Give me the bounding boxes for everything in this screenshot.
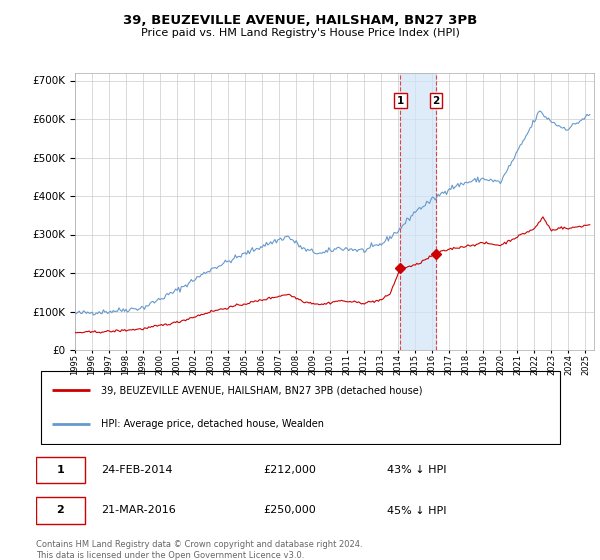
Text: 43% ↓ HPI: 43% ↓ HPI (387, 465, 446, 475)
Text: 21-MAR-2016: 21-MAR-2016 (101, 506, 176, 516)
Text: 2: 2 (56, 506, 64, 516)
Text: £212,000: £212,000 (263, 465, 316, 475)
FancyBboxPatch shape (36, 457, 85, 483)
Text: HPI: Average price, detached house, Wealden: HPI: Average price, detached house, Weal… (101, 419, 324, 429)
Text: 39, BEUZEVILLE AVENUE, HAILSHAM, BN27 3PB (detached house): 39, BEUZEVILLE AVENUE, HAILSHAM, BN27 3P… (101, 385, 422, 395)
Text: 45% ↓ HPI: 45% ↓ HPI (387, 506, 446, 516)
Text: 39, BEUZEVILLE AVENUE, HAILSHAM, BN27 3PB: 39, BEUZEVILLE AVENUE, HAILSHAM, BN27 3P… (123, 14, 477, 27)
Text: £250,000: £250,000 (263, 506, 316, 516)
Text: 1: 1 (56, 465, 64, 475)
Text: Price paid vs. HM Land Registry's House Price Index (HPI): Price paid vs. HM Land Registry's House … (140, 28, 460, 38)
Text: 24-FEB-2014: 24-FEB-2014 (101, 465, 172, 475)
FancyBboxPatch shape (36, 497, 85, 524)
Bar (400, 73, 436, 350)
Text: Contains HM Land Registry data © Crown copyright and database right 2024.
This d: Contains HM Land Registry data © Crown c… (36, 540, 362, 560)
Text: 2: 2 (432, 96, 440, 105)
Text: 1: 1 (397, 96, 404, 105)
